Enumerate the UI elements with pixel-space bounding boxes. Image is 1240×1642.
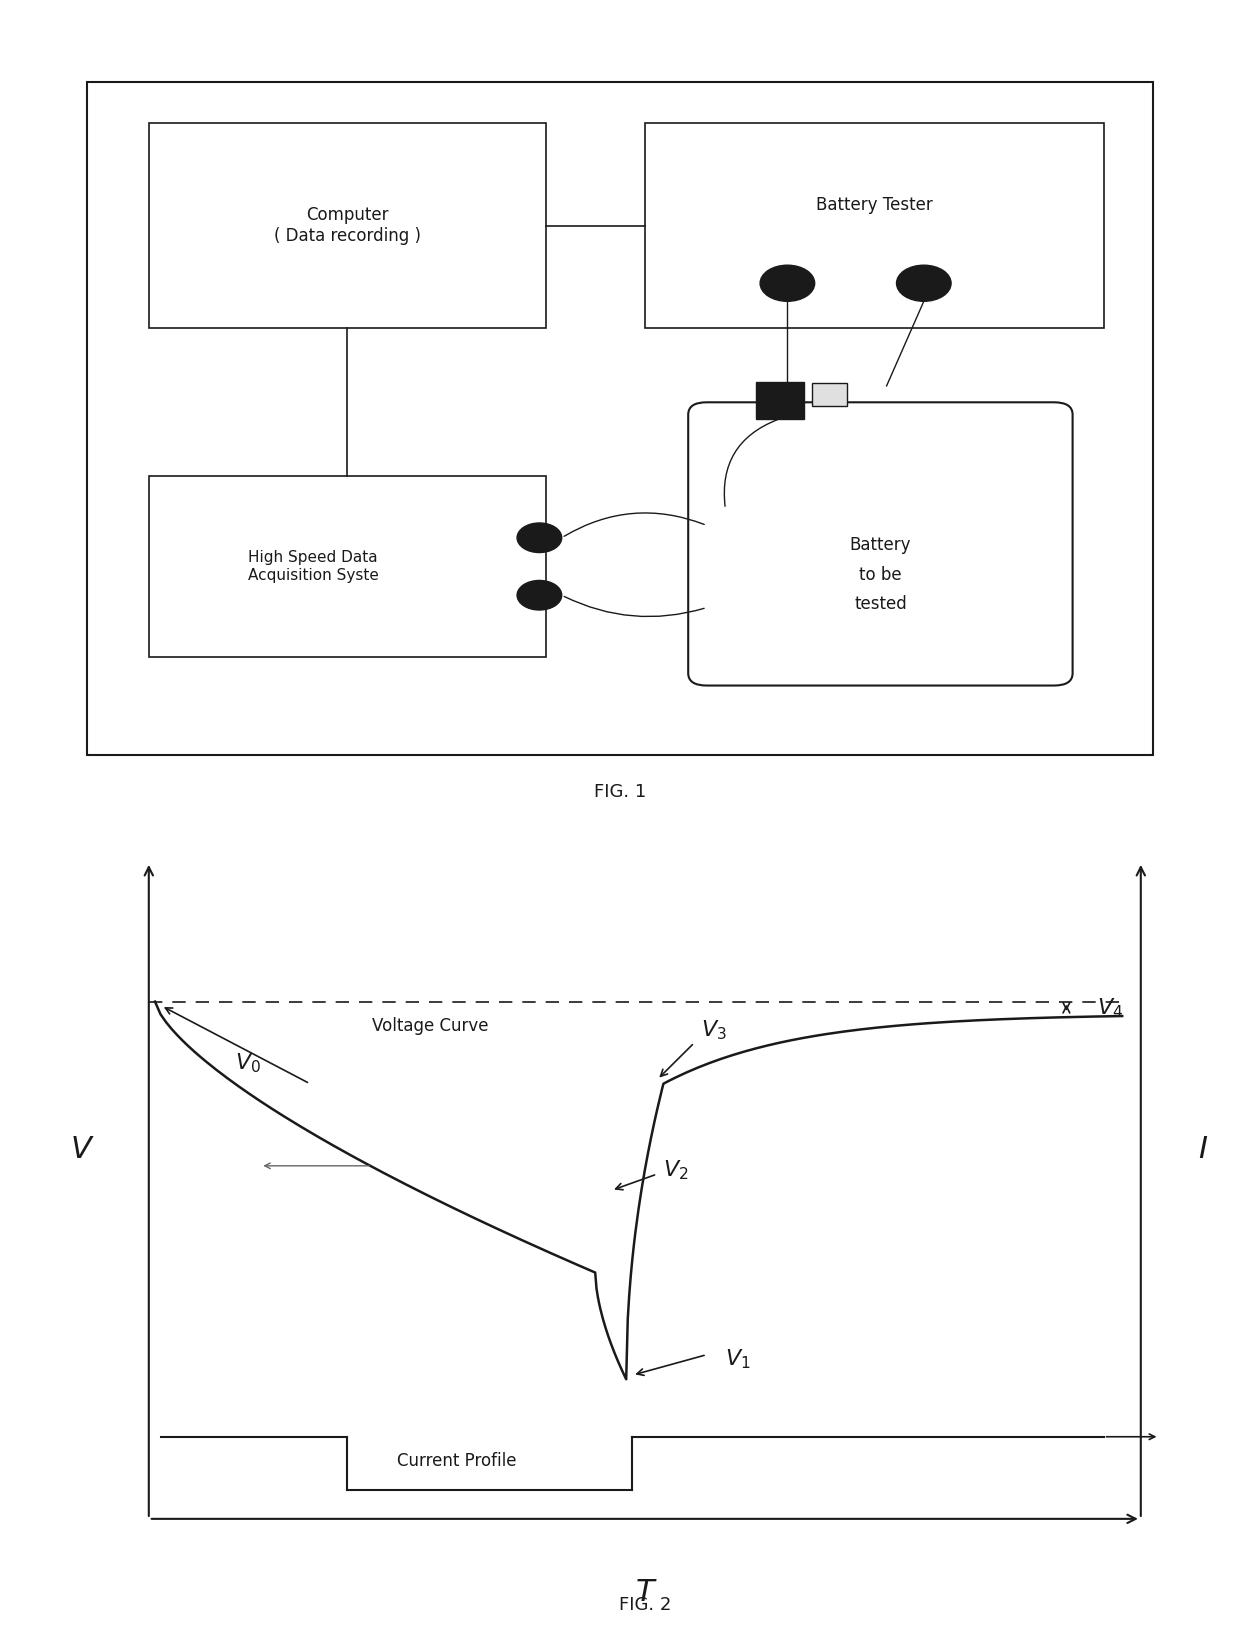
Text: V: V <box>71 1135 91 1164</box>
Text: $V_3$: $V_3$ <box>701 1018 727 1043</box>
FancyBboxPatch shape <box>812 383 847 406</box>
FancyBboxPatch shape <box>87 82 1153 755</box>
Text: High Speed Data
Acquisition Syste: High Speed Data Acquisition Syste <box>248 550 379 583</box>
FancyBboxPatch shape <box>756 381 804 419</box>
Text: $V_2$: $V_2$ <box>663 1158 689 1182</box>
Text: −: − <box>825 389 835 401</box>
Text: Voltage Curve: Voltage Curve <box>372 1018 489 1034</box>
Text: +: + <box>775 396 785 406</box>
FancyBboxPatch shape <box>688 402 1073 686</box>
FancyBboxPatch shape <box>149 476 546 657</box>
Text: Computer
( Data recording ): Computer ( Data recording ) <box>274 207 420 245</box>
Text: Battery Tester: Battery Tester <box>816 197 932 213</box>
Text: FIG. 2: FIG. 2 <box>619 1596 671 1614</box>
Circle shape <box>517 522 562 552</box>
Text: $V_4$: $V_4$ <box>1097 997 1123 1020</box>
Text: Battery
to be
tested: Battery to be tested <box>849 537 911 612</box>
Text: Current Profile: Current Profile <box>397 1453 516 1470</box>
FancyBboxPatch shape <box>149 123 546 328</box>
Text: $V_1$: $V_1$ <box>725 1346 751 1371</box>
Text: I: I <box>1198 1135 1208 1164</box>
Circle shape <box>897 266 951 300</box>
Text: $V_0$: $V_0$ <box>236 1051 260 1076</box>
Text: T: T <box>635 1578 655 1608</box>
Circle shape <box>517 580 562 609</box>
Text: FIG. 1: FIG. 1 <box>594 783 646 801</box>
Circle shape <box>760 266 815 300</box>
FancyBboxPatch shape <box>645 123 1104 328</box>
